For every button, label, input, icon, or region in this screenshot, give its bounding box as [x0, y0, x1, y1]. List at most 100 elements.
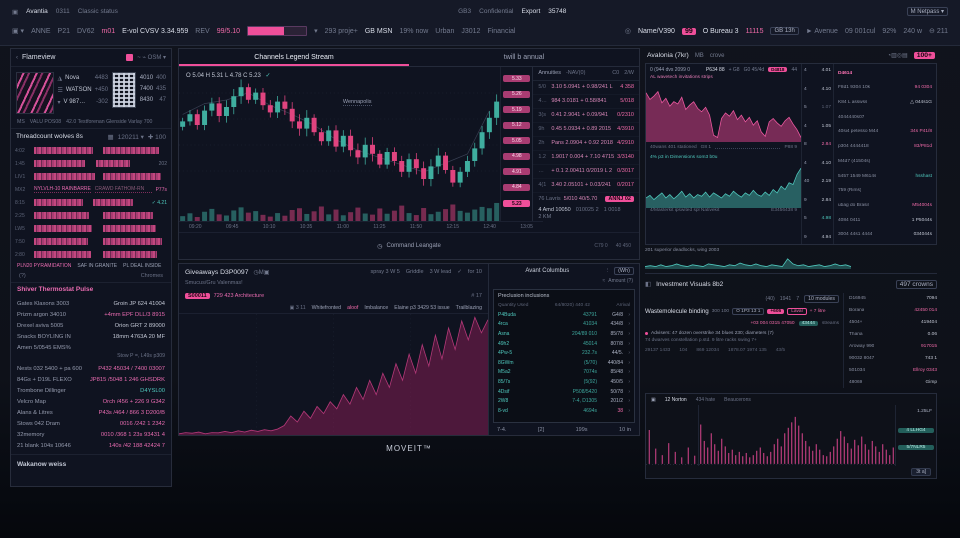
grid-icon[interactable]: ▦	[107, 133, 114, 141]
topbar-item[interactable]: J3012	[461, 27, 481, 35]
bottom-chart-meta[interactable]: 434 hate	[695, 396, 716, 403]
table-row[interactable]: P4Buda 43791 G4/8 ›	[494, 310, 634, 320]
toggle-pill[interactable]: O 1P3 13 1	[732, 307, 765, 315]
toolbar-icon[interactable]: ▥	[891, 53, 897, 59]
trade-row[interactable]: 2h Pans 2.0904 + 0.92 2018 4/2910	[533, 137, 639, 151]
help-icon[interactable]: (?)	[19, 273, 26, 279]
header-icon[interactable]: M	[258, 269, 264, 276]
mini-value-row[interactable]: 4 4.10	[804, 161, 831, 166]
list-item[interactable]: Thana 0.06	[849, 329, 937, 340]
control-item[interactable]: Trailblazing	[455, 304, 482, 311]
topbar-item[interactable]: Confidential	[479, 8, 514, 15]
column-header[interactable]: 64/8020) 440 42	[554, 303, 590, 308]
header-right-item[interactable]: G0 45/4d	[743, 66, 765, 73]
laval-badge[interactable]: Laval	[787, 307, 807, 315]
mini-value-row[interactable]: 4 4.01	[804, 68, 831, 73]
trade-row[interactable]: 9h 0.45 5.0934 + 0.89 2015 4/3910	[533, 123, 639, 137]
mini-value-row[interactable]: 9 2.84	[804, 198, 831, 203]
watchlist-row[interactable]: 8:15 ✓ 4.21	[15, 196, 167, 209]
stats-row[interactable]: Prizm argon 34010 +4mm EPF DLL/3 8915	[17, 309, 165, 320]
main-bars-chart[interactable]	[699, 405, 895, 466]
table-row[interactable]: 4rca 41034 434/8 ›	[494, 320, 634, 330]
chromes-row[interactable]: (?) Chromes	[11, 271, 171, 283]
watchlist-row[interactable]: LIV1	[15, 170, 167, 183]
watchlist-row[interactable]: MX2 NYLVLH-10 RAINBARREL CRAWD FATHOM-RN…	[15, 183, 167, 196]
list-item[interactable]: K84 L asswss △ 044s1G	[838, 96, 932, 108]
topbar-item[interactable]: ▣	[12, 8, 19, 16]
header-icon[interactable]: ◷	[253, 269, 259, 276]
primary-action-button[interactable]: 100+	[913, 52, 935, 59]
topbar-item[interactable]: 240 w	[903, 27, 923, 35]
control-item[interactable]: Elaine p3 3429 53 issue	[394, 304, 450, 311]
plus-badge[interactable]: +605	[767, 308, 785, 314]
list-item[interactable]: p304 4444418 83/P81d	[838, 141, 932, 153]
mini-value-row[interactable]: 4 1.05	[804, 124, 831, 129]
header-right-item[interactable]: 3 W lead	[429, 269, 452, 275]
column-header[interactable]: Arrival	[616, 303, 630, 308]
chevron-right-icon[interactable]: ›	[628, 388, 630, 395]
list-item[interactable]: M4d7 (41504s)	[838, 155, 932, 167]
control-item[interactable]: Whitefronted	[311, 304, 342, 311]
giveaways-area-plot[interactable]	[179, 313, 488, 435]
watchlist-row[interactable]: 7:50	[15, 235, 167, 248]
candlestick-plot[interactable]: O 5.04 H 5.31 L 4.78 C 5.23 ✓ Wennapolis	[179, 67, 502, 221]
card-list-row[interactable]: ◮ Nova 4483	[58, 72, 109, 84]
bottom-chart-tag[interactable]: Beaucerons	[724, 396, 751, 403]
table-row[interactable]: 4Dsif P508/5420 50/78 ›	[494, 387, 634, 397]
stats-row[interactable]: Velcro Map Orch /456 + 226 9 G342	[17, 396, 165, 407]
list-item[interactable]: 3004 44s1 4444 034044s	[838, 229, 932, 241]
watchlist-row[interactable]: 2:80	[15, 248, 167, 261]
mini-bars-chart[interactable]	[646, 405, 698, 466]
crowns-chip[interactable]: 497 crowns	[895, 279, 937, 289]
stats-row[interactable]: Trombone Dillinger D4YSL00	[17, 385, 165, 396]
table-row[interactable]: Asna 204/89 010 85/78 ›	[494, 329, 634, 339]
watchlist-row[interactable]: LW5	[15, 222, 167, 235]
watchlist-row[interactable]: 1:45 202	[15, 157, 167, 170]
topbar-item[interactable]: Avantia	[26, 8, 48, 15]
topbar-item[interactable]: M Netpass ▾	[906, 7, 948, 16]
mini-bars-plot[interactable]	[646, 405, 699, 466]
toolbar-icon[interactable]: ▤	[902, 53, 908, 59]
chevron-right-icon[interactable]: ›	[628, 330, 630, 337]
watchlist-meta[interactable]: 120211 ▾	[117, 133, 144, 141]
chevron-right-icon[interactable]: ›	[628, 378, 630, 385]
control-item[interactable]: Imbalance	[364, 304, 389, 311]
right-meta-2[interactable]: crove	[709, 52, 725, 59]
trade-row[interactable]: … + 0.1 2.00411 0/2019 L 2 0/3017	[533, 165, 639, 179]
header-right-item[interactable]: P634 88	[705, 66, 725, 73]
list-item[interactable]: 759 (Rims)	[838, 185, 932, 197]
control-item[interactable]: aloof	[347, 304, 359, 311]
header-right-item[interactable]: for 10	[467, 269, 482, 275]
topbar-item[interactable]: m01	[101, 27, 116, 35]
list-item[interactable]: D16945 7094	[849, 293, 937, 304]
pink-area-chart[interactable]	[646, 84, 801, 142]
trade-row[interactable]: 5/0 3.10 5.0941 + 0.98/241 L 4 358	[533, 81, 639, 95]
teal-badge[interactable]: 43444	[798, 320, 818, 326]
teal-area-chart[interactable]	[646, 164, 801, 208]
stats-row[interactable]: Alans & Litres P43s /464 / 866 3 D200/B	[17, 407, 165, 418]
status-badge[interactable]: S00011	[185, 293, 210, 299]
table-row[interactable]: M5a2 7074s 85/48 ›	[494, 368, 634, 378]
trade-row[interactable]: 3(s 0.41 2.9041 + 0.09/941 0/2310	[533, 109, 639, 123]
list-item[interactable]: Borana 42450 014	[849, 305, 937, 316]
chevron-right-icon[interactable]: ›	[628, 350, 630, 357]
topbar-item[interactable]: DV62	[77, 27, 95, 35]
header-right-item[interactable]: Griddle	[405, 269, 424, 275]
mini-value-row[interactable]: 8 2.84	[804, 142, 831, 147]
topbar-item[interactable]: REV	[195, 27, 210, 35]
topbar-item[interactable]: ► Avenue	[805, 27, 838, 35]
chevron-right-icon[interactable]: ›	[628, 398, 630, 405]
back-chevron-icon[interactable]: ‹	[16, 54, 18, 61]
mini-value-row[interactable]: 5 1.07	[804, 105, 831, 110]
table-row[interactable]: 85/7s (5(92) 450/5 ›	[494, 377, 634, 387]
sparkline-chart[interactable]	[645, 256, 851, 269]
stats-row[interactable]: Snacks BOYLING IN 18mm 4763A 20 MF	[17, 331, 165, 342]
header-right-item[interactable]: 44	[791, 66, 797, 73]
column-header[interactable]: Quantity Used	[498, 303, 529, 308]
list-item[interactable]: 501034 Ellroy 0343	[849, 365, 937, 376]
right-meta-1[interactable]: MB	[694, 52, 704, 59]
topbar-item[interactable]: ANNE	[31, 27, 51, 35]
trade-row[interactable]: 4(1 3.40 2.05101 + 0.03/241 0/2017	[533, 179, 639, 193]
trades-action-button[interactable]: ANNJ 02	[605, 195, 634, 202]
trade-row[interactable]: 4… 984 3.0181 + 0.58/841 5/018	[533, 95, 639, 109]
